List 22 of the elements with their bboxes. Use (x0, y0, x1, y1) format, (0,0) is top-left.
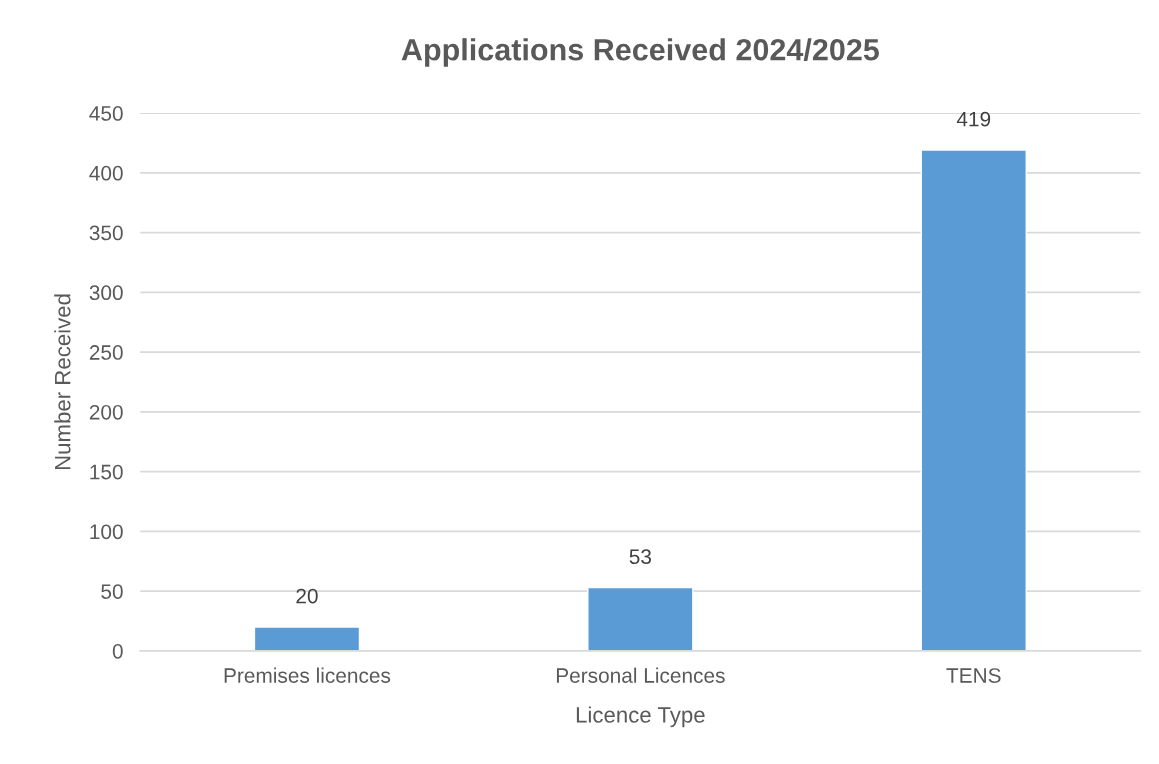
y-tick-label: 150 (90, 464, 123, 480)
y-tick-label: 450 (89, 106, 123, 121)
data-label: 20 (296, 588, 318, 604)
bar (587, 586, 694, 651)
y-tick-label: 300 (89, 285, 123, 301)
y-tick-label: 350 (89, 225, 123, 241)
x-tick-label: Premises licences (224, 667, 391, 683)
y-tick-label: 0 (112, 643, 123, 659)
x-tick-label: Personal Licences (556, 667, 725, 683)
data-label: 53 (629, 549, 652, 565)
x-tick-label: TENS (946, 668, 1001, 683)
y-tick-label: 100 (90, 524, 123, 540)
y-tick-label: 400 (89, 165, 123, 181)
y-axis-title: Number Received (54, 294, 71, 470)
bar (920, 149, 1027, 651)
data-label: 419 (956, 111, 991, 127)
chart-title: Applications Received 2024/2025 (401, 38, 879, 67)
bar (253, 626, 361, 651)
y-tick-label: 200 (89, 404, 123, 420)
x-axis-title: Licence Type (576, 706, 705, 728)
y-tick-label: 250 (89, 345, 123, 360)
y-tick-label: 50 (101, 584, 123, 599)
